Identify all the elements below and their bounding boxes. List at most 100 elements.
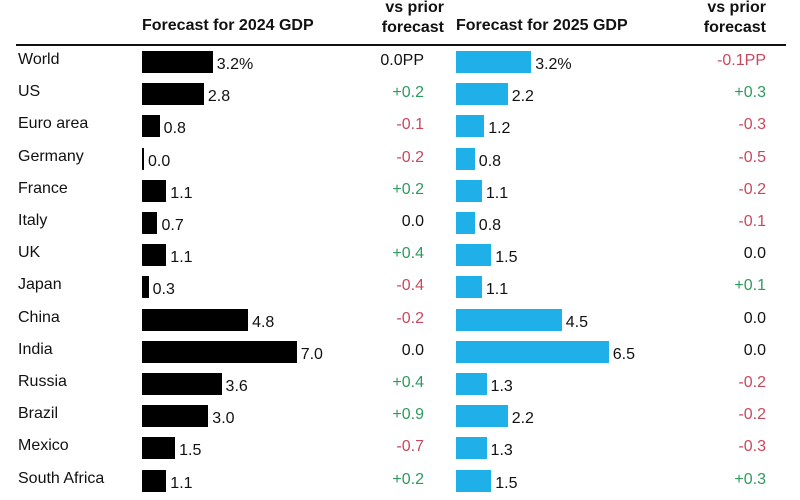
value-2024: 3.2%: [216, 56, 254, 73]
bar-2024: [142, 276, 149, 299]
header-forecast-2025: Forecast for 2025 GDP: [456, 17, 628, 34]
delta-2024: -0.2: [396, 309, 424, 327]
header-vs-prior-2025-line1: vs prior: [707, 0, 766, 16]
bar-2024: [142, 147, 144, 170]
row-label: China: [18, 308, 60, 326]
bar-2025: [456, 115, 485, 138]
bar-2025: [456, 147, 475, 170]
value-2024: 0.3: [152, 281, 175, 299]
bar-2025: [456, 179, 482, 202]
bar-2024: [142, 51, 213, 73]
delta-2025: -0.1: [738, 213, 766, 230]
value-2025: 1.3: [490, 442, 513, 460]
delta-2025: +0.3: [734, 84, 766, 102]
row-label: India: [18, 340, 53, 358]
header-vs-prior-2025-line2: forecast: [703, 19, 766, 36]
header-forecast-2024: Forecast for 2024 GDP: [142, 17, 314, 34]
bar-2025: [456, 244, 492, 267]
row-label: Italy: [18, 212, 48, 229]
value-2024: 7.0: [300, 345, 323, 363]
row-label: Euro area: [18, 115, 89, 133]
header-vs-prior-2024-line2: forecast: [381, 19, 444, 36]
header-divider: [16, 44, 786, 46]
value-2024: 1.1: [170, 249, 193, 267]
header-vs-prior-2024: vs prior forecast: [382, 0, 444, 38]
delta-2025: -0.2: [738, 374, 766, 391]
bar-2024: [142, 212, 158, 234]
delta-2025: 0.0: [743, 245, 766, 263]
bar-2025: [456, 308, 562, 331]
bar-2025: [456, 437, 487, 460]
value-2025: 2.2: [511, 88, 534, 106]
delta-2024: +0.9: [392, 406, 424, 424]
value-2025: 3.2%: [535, 56, 572, 73]
row-label: Mexico: [18, 437, 69, 455]
bar-2024: [142, 469, 167, 492]
row-label: Germany: [18, 147, 84, 165]
delta-2024: -0.1: [396, 116, 424, 134]
delta-2025: 0.0: [743, 341, 766, 359]
value-2025: 1.5: [495, 474, 518, 492]
row-label: South Africa: [18, 469, 105, 487]
value-2024: 1.1: [170, 184, 193, 202]
bar-2024: [142, 115, 160, 138]
delta-2025: -0.2: [738, 180, 766, 198]
row-label: France: [18, 179, 68, 197]
delta-2024: 0.0PP: [380, 52, 424, 69]
delta-2024: +0.2: [392, 180, 424, 198]
row-label: US: [18, 83, 41, 101]
delta-2024: +0.2: [392, 84, 424, 102]
delta-2025: +0.1: [734, 277, 766, 295]
header-vs-prior-2024-line1: vs prior: [385, 0, 444, 16]
delta-2025: 0.0: [743, 309, 766, 327]
value-2025: 6.5: [612, 345, 635, 363]
delta-2025: -0.2: [738, 406, 766, 424]
delta-2025: -0.3: [738, 438, 766, 456]
delta-2024: +0.2: [392, 470, 424, 488]
bar-2024: [142, 244, 167, 267]
delta-2024: +0.4: [392, 245, 424, 263]
bar-2024: [142, 308, 249, 331]
value-2025: 4.5: [565, 313, 588, 331]
delta-2025: -0.5: [738, 148, 766, 166]
bar-2025: [456, 51, 532, 73]
bar-2024: [142, 340, 297, 363]
bar-2025: [456, 276, 482, 299]
value-2024: 4.8: [252, 313, 275, 331]
value-2024: 3.6: [225, 378, 248, 395]
bar-2024: [142, 83, 204, 106]
row-label: UK: [18, 244, 41, 262]
bar-2025: [456, 405, 508, 428]
value-2025: 0.8: [478, 217, 502, 234]
value-2025: 2.2: [511, 410, 534, 428]
bar-2024: [142, 437, 176, 460]
bar-2025: [456, 340, 609, 363]
delta-2025: -0.1PP: [717, 52, 766, 69]
bar-2025: [456, 212, 475, 234]
delta-2024: +0.4: [392, 374, 424, 391]
delta-2024: 0.0: [401, 341, 424, 359]
value-2025: 1.1: [485, 281, 509, 299]
value-2025: 1.2: [488, 120, 511, 138]
value-2024: 3.0: [212, 410, 235, 428]
bar-2025: [456, 469, 492, 492]
delta-2024: -0.4: [396, 277, 424, 295]
delta-2025: +0.3: [734, 470, 766, 488]
delta-2024: -0.2: [396, 148, 424, 166]
delta-2024: 0.0: [401, 213, 424, 230]
value-2024: 0.8: [163, 120, 186, 138]
row-label: World: [18, 51, 60, 68]
value-2024: 0.7: [161, 217, 184, 234]
delta-2024: -0.7: [396, 438, 424, 456]
row-label: Brazil: [18, 405, 59, 423]
bar-2024: [142, 405, 209, 428]
value-2024: 0.0: [148, 152, 171, 170]
value-2024: 1.5: [179, 442, 202, 460]
bar-2025: [456, 83, 508, 106]
row-label: Japan: [18, 276, 62, 294]
value-2025: 1.1: [485, 184, 509, 202]
header-vs-prior-2025: vs prior forecast: [704, 0, 766, 38]
value-2025: 1.3: [490, 378, 513, 395]
row-label: Russia: [18, 373, 67, 390]
bar-2024: [142, 179, 167, 202]
